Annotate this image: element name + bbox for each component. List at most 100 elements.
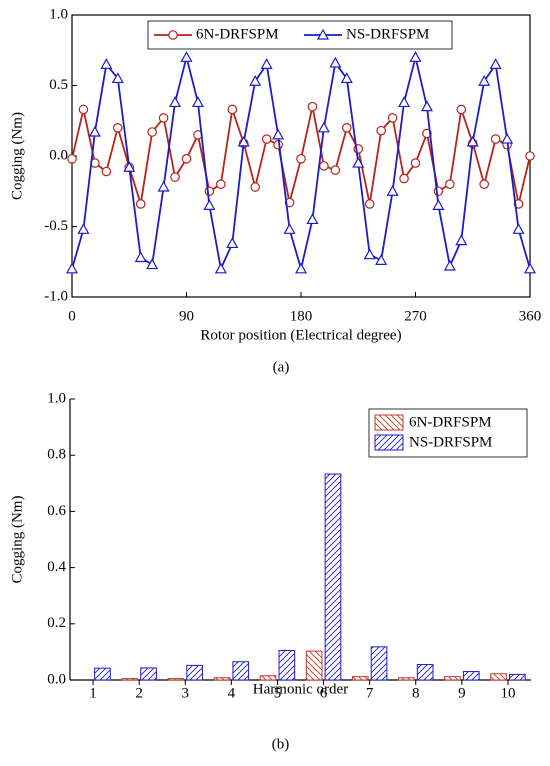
marker xyxy=(147,127,157,137)
marker xyxy=(420,100,433,112)
marker xyxy=(443,259,456,271)
legend-label: NS-DRFSPM xyxy=(409,434,492,450)
bar xyxy=(167,678,185,681)
marker xyxy=(134,251,147,263)
marker xyxy=(479,179,489,189)
marker xyxy=(181,154,192,164)
marker xyxy=(272,128,285,140)
marker xyxy=(364,199,375,209)
bar xyxy=(213,677,231,681)
legend-label: NS-DRFSPM xyxy=(346,26,429,42)
legend-swatch xyxy=(374,434,404,451)
marker xyxy=(283,223,296,234)
x-tick-label: 5 xyxy=(274,685,282,701)
x-tick-label: 4 xyxy=(228,685,236,701)
bar xyxy=(278,649,296,681)
marker xyxy=(111,72,124,84)
marker xyxy=(363,248,376,260)
marker xyxy=(319,161,329,171)
marker xyxy=(170,172,180,182)
marker xyxy=(146,258,159,270)
marker xyxy=(410,158,421,168)
marker xyxy=(329,56,342,68)
x-tick-label: 6 xyxy=(320,685,328,701)
y-tick-label: 0.8 xyxy=(47,447,66,463)
y-tick-label: -0.5 xyxy=(44,218,68,234)
marker xyxy=(214,262,227,274)
marker xyxy=(306,213,319,225)
x-tick-label: 3 xyxy=(182,685,190,701)
marker xyxy=(466,135,479,147)
bar xyxy=(305,650,323,681)
marker xyxy=(204,186,215,197)
marker xyxy=(260,58,273,69)
marker xyxy=(341,123,352,133)
bar xyxy=(416,664,434,681)
marker xyxy=(250,182,260,192)
y-axis-label: Cogging (Nm) xyxy=(9,112,25,200)
bar xyxy=(351,676,369,681)
y-tick-label: 0.6 xyxy=(47,503,66,519)
x-axis-label: Harmonic order xyxy=(253,681,348,697)
marker xyxy=(180,51,193,62)
marker xyxy=(352,156,365,168)
marker xyxy=(330,165,341,175)
marker xyxy=(294,262,308,274)
bar xyxy=(462,671,480,681)
caption: (a) xyxy=(273,359,290,375)
bar xyxy=(398,677,415,681)
x-tick-label: 8 xyxy=(412,685,420,701)
marker xyxy=(501,132,514,144)
marker xyxy=(307,101,318,112)
x-tick-label: 0 xyxy=(68,308,76,324)
y-tick-label: 0.2 xyxy=(47,615,66,631)
x-tick-label: 360 xyxy=(519,308,542,324)
marker xyxy=(455,234,468,246)
x-tick-label: 7 xyxy=(366,685,374,701)
marker xyxy=(67,154,77,164)
legend-label: 6N-DRFSPM xyxy=(409,414,492,430)
marker xyxy=(100,58,113,69)
marker xyxy=(387,113,398,123)
bar xyxy=(121,678,139,681)
marker xyxy=(101,166,112,177)
marker xyxy=(65,262,79,274)
marker xyxy=(296,154,306,164)
marker xyxy=(340,72,353,84)
y-tick-label: 0.4 xyxy=(47,559,66,575)
y-tick-label: 1.0 xyxy=(49,6,68,22)
bar xyxy=(232,661,250,681)
x-axis-label: Rotor position (Electrical degree) xyxy=(200,327,401,343)
marker xyxy=(261,134,272,144)
y-tick-label: 0.0 xyxy=(49,147,68,163)
x-tick-label: 9 xyxy=(458,685,466,701)
marker xyxy=(445,179,455,189)
marker xyxy=(375,254,388,265)
marker xyxy=(158,113,169,123)
x-tick-label: 2 xyxy=(135,685,143,701)
legend-swatch xyxy=(374,414,404,431)
y-tick-label: 0.5 xyxy=(49,77,68,93)
bar xyxy=(140,667,157,681)
marker xyxy=(78,104,89,115)
legend-marker xyxy=(168,30,178,40)
bar xyxy=(509,673,526,681)
x-tick-label: 1 xyxy=(89,685,97,701)
x-tick-label: 10 xyxy=(500,685,515,701)
marker xyxy=(489,58,502,69)
bar xyxy=(370,646,388,681)
marker xyxy=(88,125,101,137)
y-axis-label: Cogging (Nm) xyxy=(9,496,25,584)
marker xyxy=(409,51,422,62)
bar xyxy=(324,473,342,681)
marker xyxy=(113,123,123,133)
marker xyxy=(191,96,204,108)
marker xyxy=(376,125,386,136)
marker xyxy=(203,199,216,210)
marker xyxy=(512,223,525,234)
marker xyxy=(77,223,90,234)
y-tick-label: -1.0 xyxy=(44,288,68,304)
marker xyxy=(525,151,535,161)
marker xyxy=(398,96,411,108)
